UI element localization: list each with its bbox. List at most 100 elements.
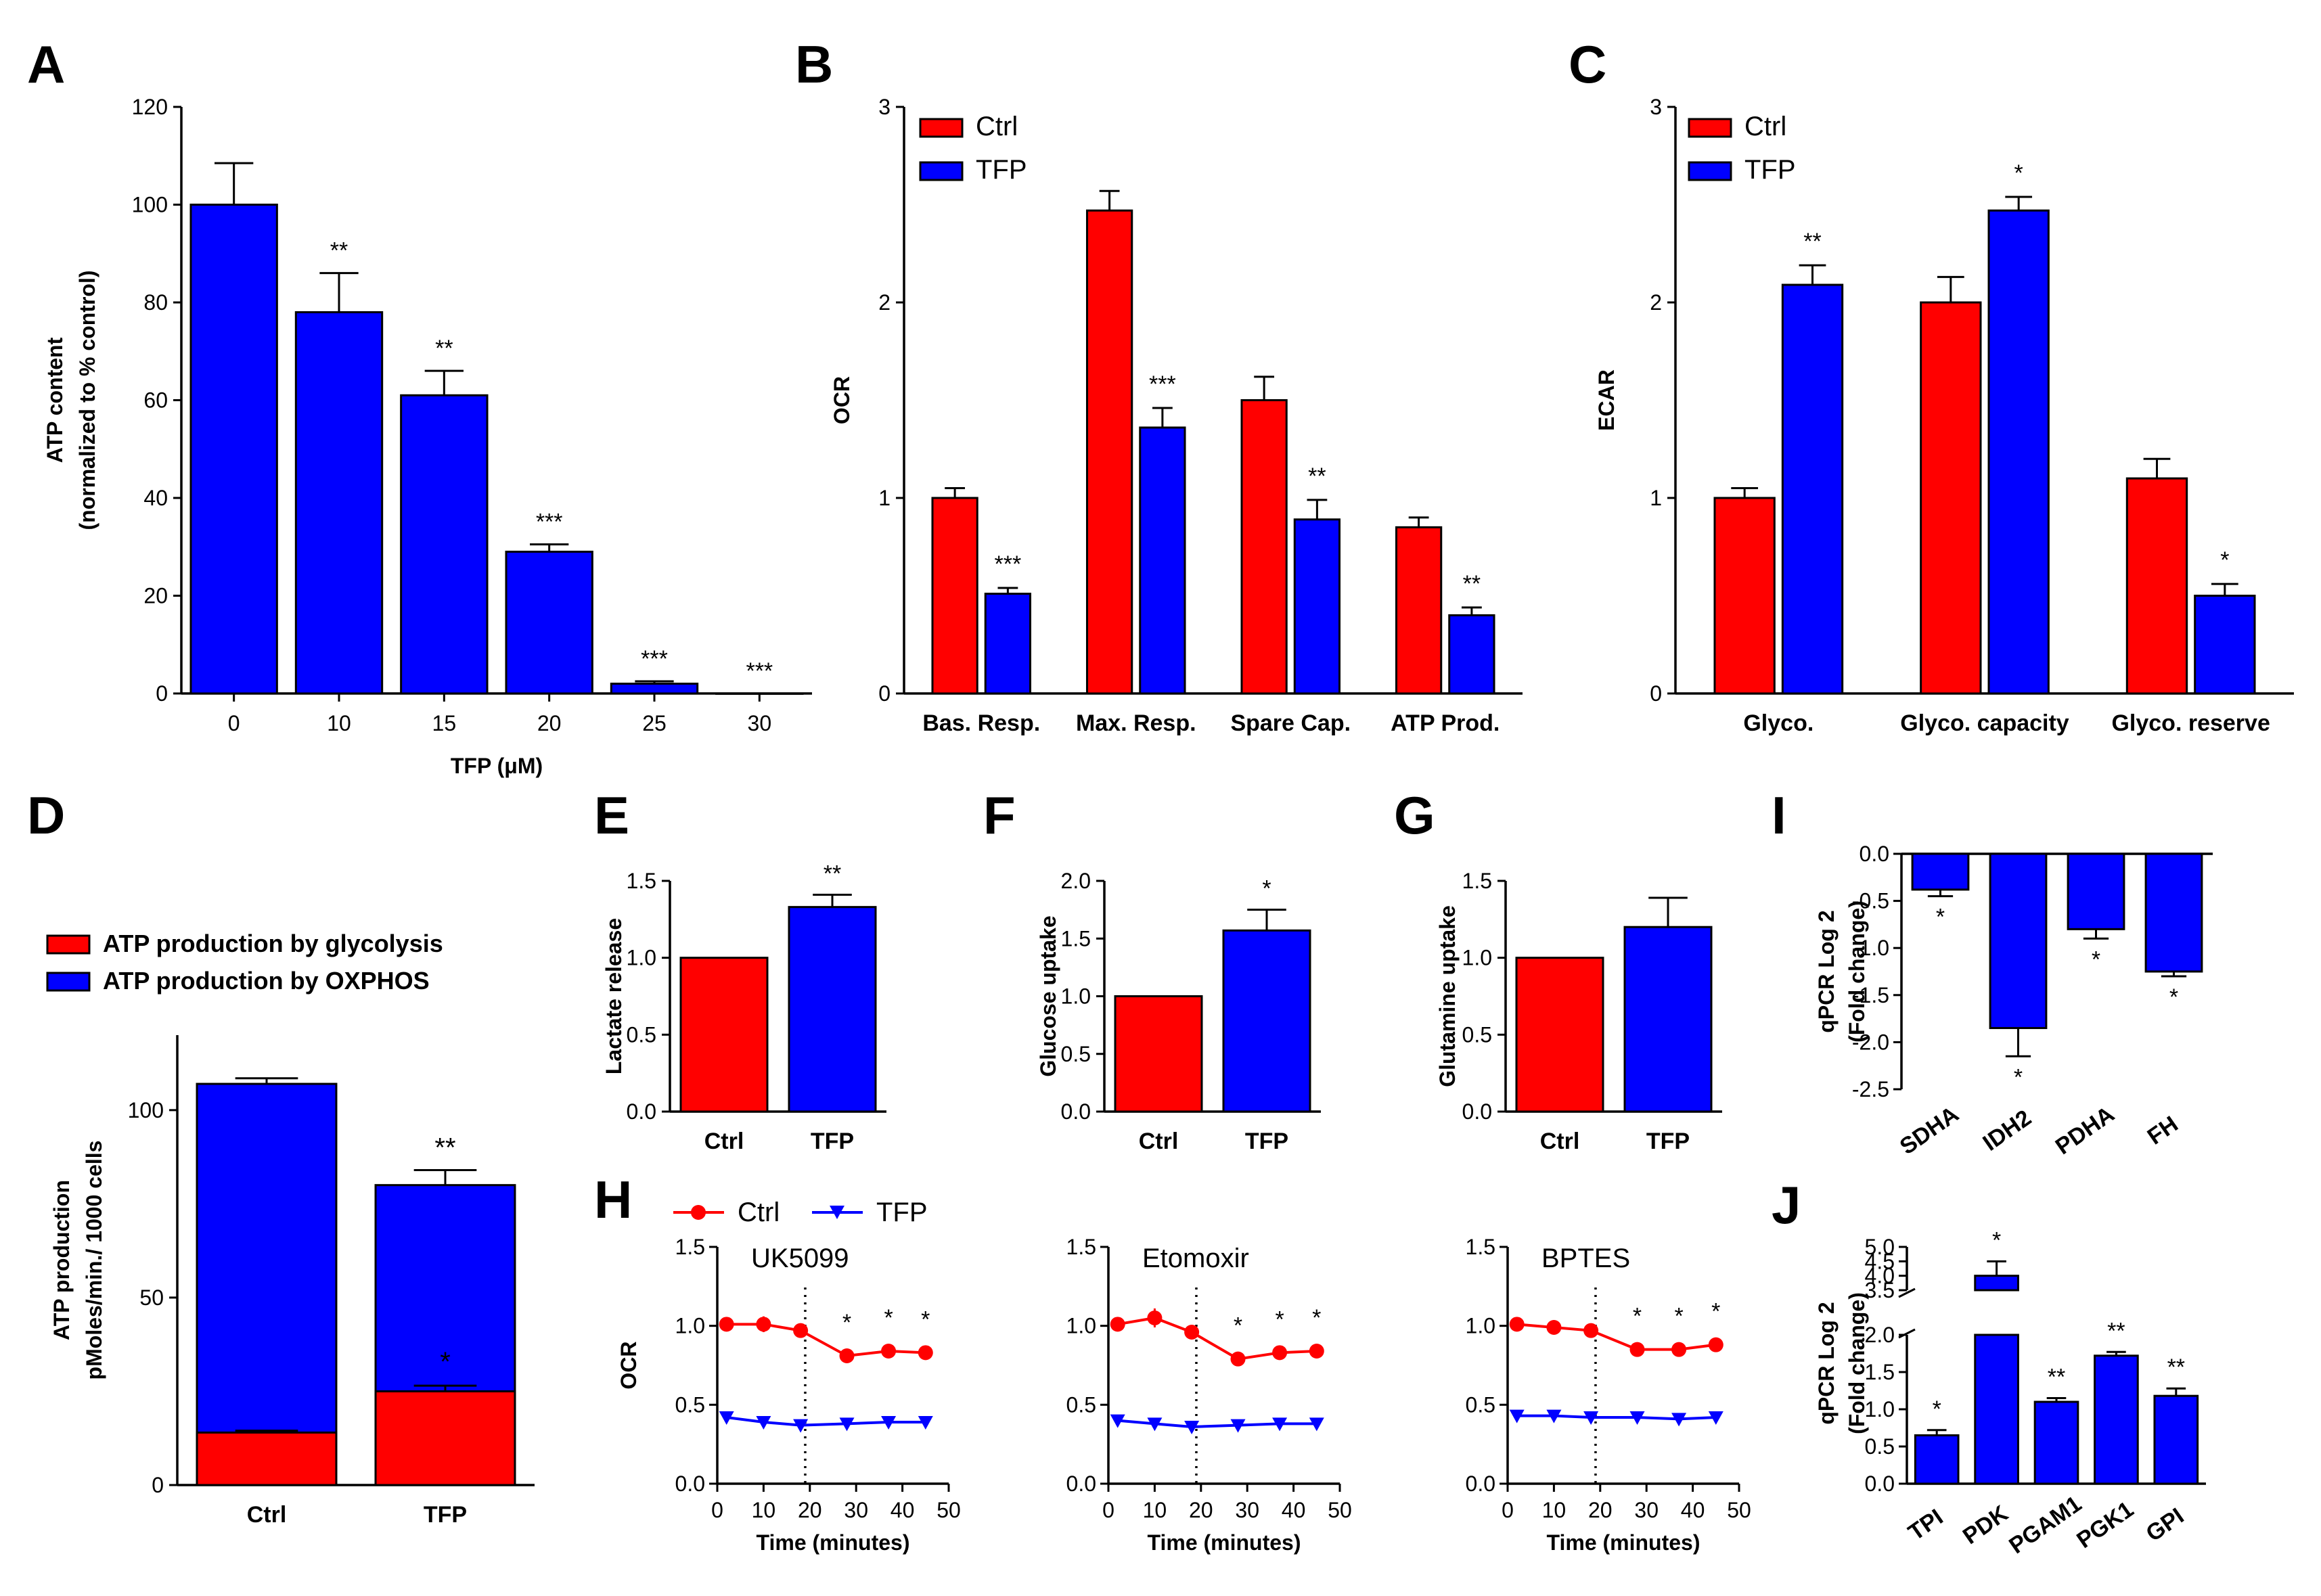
g-bar-tfp: [1623, 926, 1713, 1113]
h-tfp-point: [881, 1416, 897, 1430]
panel-letter-b: B: [795, 35, 833, 94]
i-x-tick-label: PDHA: [2051, 1101, 2119, 1160]
h-tfp-line: [726, 1416, 926, 1427]
e-y-axis-title: Lactate release: [602, 918, 626, 1074]
4-y-tick-label: 1.0: [627, 946, 656, 970]
c-bar-tfp: [1987, 209, 2050, 695]
0-y-tick-label: 120: [132, 95, 168, 119]
d-y-axis-title: ATP production: [49, 1180, 74, 1340]
j-x-tick-label: PGAM1: [2004, 1491, 2086, 1559]
1-y-tick-label: 0: [878, 681, 891, 706]
6-y-tick-label: 1.5: [1462, 869, 1492, 893]
b-legend-tfp-swatch: [919, 161, 964, 181]
h-x-tick-label: 0: [711, 1498, 723, 1522]
b-legend-ctrl-label: Ctrl: [976, 112, 1018, 141]
e-significance: **: [824, 861, 841, 886]
panel-letter-d: D: [27, 785, 65, 845]
c-bar-ctrl: [2125, 477, 2188, 695]
j-bar: [2153, 1394, 2199, 1485]
5-y-tick-label: 2.0: [1061, 869, 1091, 893]
h-x-tick-label: 50: [937, 1498, 961, 1522]
j-y-tick-label: 2.0: [1865, 1323, 1895, 1347]
5-y-tick-label: 0.5: [1061, 1042, 1091, 1066]
j-significance: **: [2167, 1354, 2185, 1380]
a-x-tick-label: 0: [228, 711, 240, 735]
i-y-tick-label: -0.5: [1852, 889, 1889, 913]
0-y-tick-label: 60: [143, 388, 168, 413]
c-legend-ctrl-swatch: [1688, 118, 1732, 138]
i-significance: *: [2092, 947, 2100, 972]
b-y-axis-title: OCR: [830, 376, 854, 424]
h-x-tick-label: 10: [1143, 1498, 1167, 1522]
h-tfp-point: [1509, 1409, 1525, 1423]
a-y-axis-title: ATP content: [43, 337, 67, 463]
a-x-tick-label: 25: [642, 711, 667, 735]
h-significance: *: [1711, 1299, 1720, 1325]
4-y-tick-label: 0.0: [627, 1099, 656, 1124]
c-legend-tfp-label: TFP: [1744, 155, 1796, 185]
h-ctrl-point: [1509, 1317, 1525, 1332]
b-bar-ctrl: [1395, 526, 1443, 695]
panel-letter-g: G: [1394, 785, 1435, 845]
h-ctrl-point: [1147, 1310, 1163, 1325]
c-x-tick-label: Glyco. capacity: [1900, 710, 2069, 736]
h-x-tick-label: 30: [844, 1498, 868, 1522]
h-ctrl-point: [1110, 1317, 1125, 1332]
a-significance: **: [330, 238, 348, 264]
b-significance: ***: [995, 551, 1022, 577]
c-legend-tfp-swatch: [1688, 161, 1732, 181]
6-y-tick-label: 0.0: [1462, 1099, 1492, 1124]
c-significance: *: [2220, 547, 2229, 573]
j-bar: [2094, 1354, 2139, 1485]
j-y-tick-label: 4.0: [1865, 1264, 1895, 1288]
f-y-axis-title: Glucose uptake: [1036, 915, 1060, 1076]
h-x-tick-label: 0: [1502, 1498, 1514, 1522]
f-x-tick-label: TFP: [1245, 1128, 1288, 1154]
b-x-tick-label: Bas. Resp.: [922, 710, 1040, 736]
d-legend-oxphos-swatch: [46, 972, 91, 992]
h-legend-tfp-label: TFP: [876, 1198, 928, 1227]
h-x-axis-title: Time (minutes): [757, 1530, 910, 1555]
a-x-tick-label: 15: [432, 711, 457, 735]
h-significance: *: [884, 1305, 893, 1331]
b-legend-ctrl-swatch: [919, 118, 964, 138]
j-bar-upper: [1974, 1275, 2019, 1292]
f-bar-tfp: [1222, 929, 1311, 1113]
h-legend-ctrl-label: Ctrl: [738, 1198, 780, 1227]
i-bar: [2144, 852, 2203, 973]
g-x-tick-label: TFP: [1646, 1128, 1690, 1154]
i-y-tick-label: -1.0: [1852, 936, 1889, 960]
h-y-tick-label: 0.0: [1066, 1472, 1096, 1496]
h-tfp-point: [1708, 1411, 1723, 1425]
5-y-tick-label: 0.0: [1061, 1099, 1091, 1124]
b-x-tick-label: Max. Resp.: [1076, 710, 1196, 736]
a-y-axis-title: (normalized to % control): [75, 271, 99, 530]
j-bar: [2033, 1400, 2079, 1485]
d-x-tick-label: Ctrl: [247, 1502, 287, 1528]
h-ctrl-point: [793, 1323, 809, 1338]
h-x-tick-label: 20: [1588, 1498, 1613, 1522]
1-y-tick-label: 3: [878, 95, 891, 119]
e-x-tick-label: TFP: [811, 1128, 854, 1154]
2-y-tick-label: 0: [1650, 681, 1662, 706]
d-significance-glycolysis: *: [440, 1347, 451, 1377]
h-tfp-point: [793, 1419, 809, 1433]
h-x-axis-title: Time (minutes): [1547, 1530, 1700, 1555]
1-y-tick-label: 2: [878, 290, 891, 315]
h-y-tick-label: 0.5: [675, 1392, 705, 1417]
h-x-tick-label: 0: [1102, 1498, 1114, 1522]
d-significance-total: **: [434, 1133, 455, 1163]
h-y-tick-label: 0.5: [1466, 1392, 1495, 1417]
b-significance: **: [1463, 571, 1481, 597]
h-x-tick-label: 30: [1235, 1498, 1259, 1522]
h-tfp-line: [1516, 1414, 1716, 1421]
i-significance: *: [2014, 1064, 2023, 1090]
i-y-tick-label: -1.5: [1852, 983, 1889, 1007]
6-y-tick-label: 0.5: [1462, 1022, 1492, 1047]
panel-letter-h: H: [594, 1170, 632, 1229]
h-y-tick-label: 1.0: [1466, 1314, 1495, 1338]
1-y-tick-label: 1: [878, 486, 891, 510]
h-subplot-title: UK5099: [751, 1244, 849, 1273]
i-significance: *: [2169, 984, 2178, 1010]
j-x-tick-label: GPI: [2142, 1503, 2189, 1547]
